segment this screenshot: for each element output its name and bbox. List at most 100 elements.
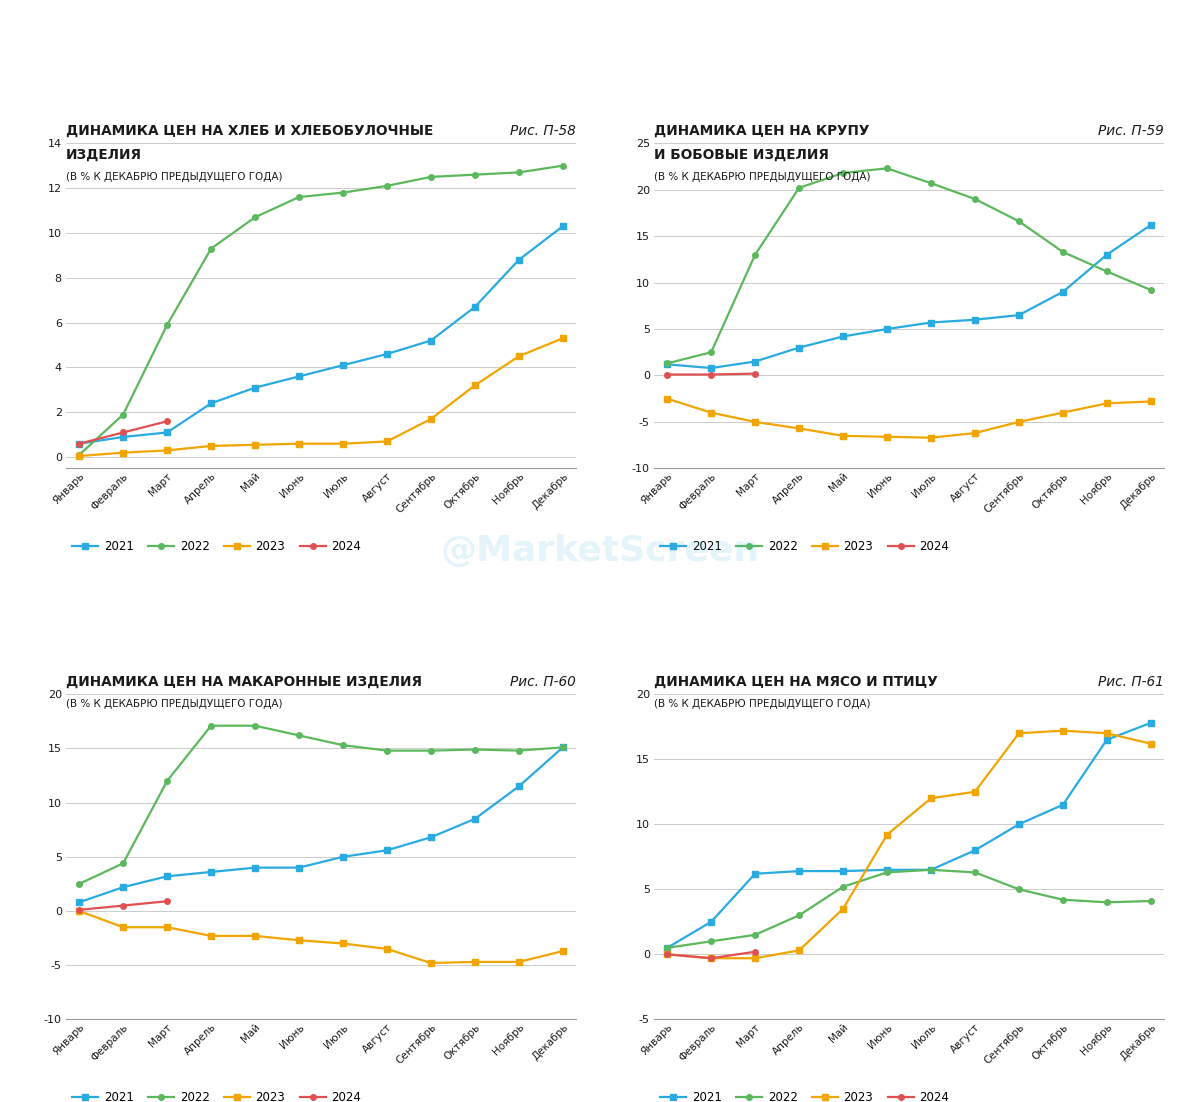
- 2023: [424, 957, 438, 970]
- 2023: [72, 905, 86, 918]
- Text: Рис. П-59: Рис. П-59: [1098, 123, 1164, 138]
- 2023: [468, 379, 482, 392]
- 2023: [836, 430, 851, 443]
- 2023: [967, 426, 982, 440]
- 2021: [204, 865, 218, 878]
- 2023: [292, 933, 306, 947]
- 2023: [556, 332, 570, 345]
- 2023: [468, 955, 482, 969]
- 2023: [1012, 415, 1026, 429]
- 2024: [72, 904, 86, 917]
- 2022: [967, 193, 982, 206]
- 2023: [556, 944, 570, 958]
- 2021: [336, 851, 350, 864]
- 2023: [836, 903, 851, 916]
- Text: ДИНАМИКА ЦЕН НА МАКАРОННЫЕ ИЗДЕЛИЯ: ДИНАМИКА ЦЕН НА МАКАРОННЫЕ ИЗДЕЛИЯ: [66, 674, 422, 689]
- 2021: [836, 864, 851, 877]
- 2021: [967, 313, 982, 326]
- Legend: 2021, 2022, 2023, 2024: 2021, 2022, 2023, 2024: [660, 1091, 949, 1102]
- 2021: [424, 831, 438, 844]
- 2021: [1099, 733, 1114, 746]
- Text: ИЗДЕЛИЯ: ИЗДЕЛИЯ: [66, 148, 142, 162]
- 2024: [160, 895, 174, 908]
- 2022: [160, 318, 174, 332]
- 2024: [72, 437, 86, 451]
- 2024: [748, 946, 762, 959]
- 2021: [292, 370, 306, 383]
- 2023: [160, 444, 174, 457]
- 2022: [880, 866, 894, 879]
- 2022: [72, 877, 86, 890]
- 2021: [248, 861, 263, 874]
- 2022: [924, 176, 938, 190]
- 2022: [1056, 246, 1070, 259]
- Line: 2024: 2024: [665, 371, 758, 377]
- 2022: [424, 171, 438, 184]
- 2023: [924, 431, 938, 444]
- 2023: [1056, 724, 1070, 737]
- 2022: [1144, 895, 1158, 908]
- Legend: 2021, 2022, 2023, 2024: 2021, 2022, 2023, 2024: [72, 540, 361, 553]
- Line: 2023: 2023: [665, 396, 1153, 441]
- 2022: [292, 191, 306, 204]
- Line: 2023: 2023: [77, 335, 565, 458]
- 2022: [116, 408, 131, 421]
- 2024: [116, 899, 131, 912]
- Legend: 2021, 2022, 2023, 2024: 2021, 2022, 2023, 2024: [660, 540, 949, 553]
- Text: Рис. П-61: Рис. П-61: [1098, 674, 1164, 689]
- 2022: [116, 856, 131, 869]
- 2024: [116, 425, 131, 439]
- 2023: [160, 920, 174, 933]
- 2023: [1144, 395, 1158, 408]
- Text: ДИНАМИКА ЦЕН НА ХЛЕБ И ХЛЕБОБУЛОЧНЫЕ: ДИНАМИКА ЦЕН НА ХЛЕБ И ХЛЕБОБУЛОЧНЫЕ: [66, 123, 433, 138]
- 2023: [511, 349, 526, 363]
- 2023: [204, 929, 218, 942]
- 2022: [1144, 283, 1158, 296]
- 2021: [1012, 818, 1026, 831]
- 2022: [511, 744, 526, 757]
- Text: @MarketScreen: @MarketScreen: [440, 534, 760, 568]
- Text: И БОБОВЫЕ ИЗДЕЛИЯ: И БОБОВЫЕ ИЗДЕЛИЯ: [654, 148, 829, 162]
- Text: ДИНАМИКА ЦЕН НА КРУПУ: ДИНАМИКА ЦЕН НА КРУПУ: [654, 123, 869, 138]
- 2021: [1056, 285, 1070, 299]
- Line: 2023: 2023: [665, 728, 1153, 961]
- 2023: [511, 955, 526, 969]
- 2021: [72, 896, 86, 909]
- 2021: [204, 397, 218, 410]
- 2022: [748, 248, 762, 261]
- 2021: [1144, 716, 1158, 730]
- Line: 2021: 2021: [665, 720, 1153, 951]
- 2022: [836, 880, 851, 894]
- 2023: [72, 450, 86, 463]
- 2022: [248, 210, 263, 224]
- 2021: [1144, 218, 1158, 231]
- 2023: [204, 440, 218, 453]
- 2021: [748, 355, 762, 368]
- 2023: [1099, 397, 1114, 410]
- 2021: [556, 219, 570, 233]
- 2023: [704, 952, 719, 965]
- 2021: [748, 867, 762, 880]
- 2022: [1012, 883, 1026, 896]
- 2021: [468, 812, 482, 825]
- 2024: [704, 368, 719, 381]
- Line: 2021: 2021: [665, 223, 1153, 370]
- 2023: [880, 430, 894, 443]
- 2024: [704, 952, 719, 965]
- 2021: [379, 347, 394, 360]
- Line: 2022: 2022: [665, 867, 1153, 951]
- 2022: [204, 720, 218, 733]
- 2021: [116, 431, 131, 444]
- 2023: [748, 415, 762, 429]
- 2021: [1099, 248, 1114, 261]
- 2021: [292, 861, 306, 874]
- 2023: [748, 952, 762, 965]
- Line: 2024: 2024: [77, 419, 170, 446]
- 2022: [1099, 264, 1114, 278]
- 2022: [379, 180, 394, 193]
- 2022: [468, 743, 482, 756]
- 2021: [248, 381, 263, 395]
- Text: (В % К ДЕКАБРЮ ПРЕДЫДУЩЕГО ГОДА): (В % К ДЕКАБРЮ ПРЕДЫДУЩЕГО ГОДА): [654, 172, 870, 182]
- 2023: [924, 791, 938, 804]
- 2022: [748, 928, 762, 941]
